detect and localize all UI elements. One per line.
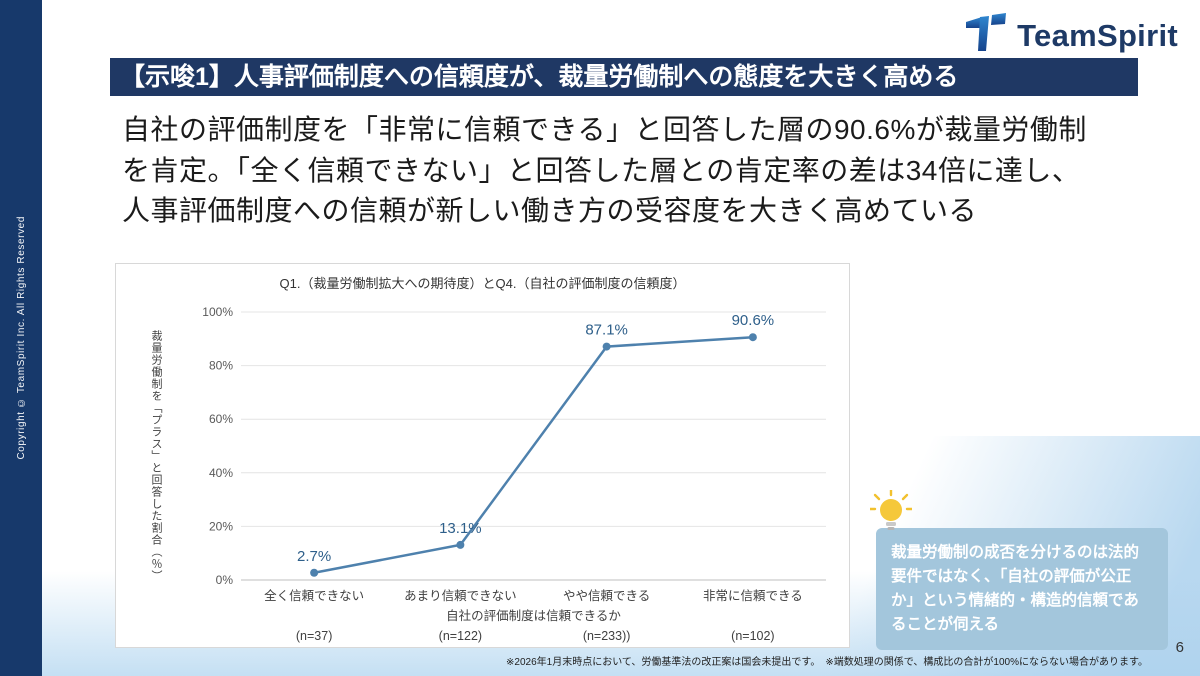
slide-body-text: 自社の評価制度を「非常に信頼できる」と回答した層の90.6%が裁量労働制 を肯定…	[122, 110, 1087, 232]
svg-text:(n=102): (n=102)	[731, 629, 774, 643]
teamspirit-logo-text: TeamSpirit	[1017, 17, 1178, 53]
slide-title: 【示唆1】人事評価制度への信頼度が、裁量労働制への態度を大きく高める	[110, 58, 1138, 96]
body-line-2: を肯定。「全く信頼できない」と回答した層との肯定率の差は34倍に達し、	[122, 154, 1081, 186]
body-line-3: 人事評価制度への信頼が新しい働き方の受容度を大きく高めている	[122, 195, 978, 227]
copyright-text: Copyright © TeamSpirit Inc. All Rights R…	[15, 216, 27, 460]
svg-text:(n=122): (n=122)	[439, 629, 482, 643]
svg-text:90.6%: 90.6%	[732, 312, 775, 329]
trust-line-chart-panel: Q1.（裁量労働制拡大への期待度）とQ4.（自社の評価制度の信頼度） 裁量労働制…	[115, 263, 850, 648]
copyright-sidebar: Copyright © TeamSpirit Inc. All Rights R…	[0, 0, 42, 676]
footnote: ※2026年1月末時点において、労働基準法の改正案は国会未提出です。 ※端数処理…	[506, 657, 1148, 668]
svg-text:あまり信頼できない: あまり信頼できない	[404, 589, 517, 603]
page-number: 6	[1175, 639, 1184, 656]
svg-text:2.7%: 2.7%	[297, 548, 331, 565]
svg-text:13.1%: 13.1%	[439, 520, 482, 537]
svg-text:やや信頼できる: やや信頼できる	[563, 589, 650, 603]
chart-y-axis-label: 裁量労働制を「プラス」と回答した割合（％）	[150, 330, 162, 582]
insight-callout: 裁量労働制の成否を分けるのは法的要件ではなく、「自社の評価が公正か」という情緒的…	[876, 528, 1168, 651]
svg-text:自社の評価制度は信頼できるか: 自社の評価制度は信頼できるか	[446, 608, 621, 623]
svg-text:0%: 0%	[216, 573, 234, 587]
svg-text:(n=37): (n=37)	[296, 629, 332, 643]
svg-text:80%: 80%	[209, 359, 233, 373]
teamspirit-logo-icon	[963, 13, 1009, 58]
svg-text:60%: 60%	[209, 412, 233, 426]
body-line-1: 自社の評価制度を「非常に信頼できる」と回答した層の90.6%が裁量労働制	[122, 114, 1087, 145]
svg-text:(n=233)): (n=233))	[583, 629, 631, 643]
svg-text:40%: 40%	[209, 466, 233, 480]
svg-text:全く信頼できない: 全く信頼できない	[264, 588, 364, 603]
svg-text:100%: 100%	[202, 305, 233, 319]
teamspirit-logo: TeamSpirit	[963, 13, 1178, 58]
svg-text:20%: 20%	[209, 519, 233, 533]
chart-title: Q1.（裁量労働制拡大への期待度）とQ4.（自社の評価制度の信頼度）	[279, 276, 686, 291]
trust-line-chart: 0% 20% 40% 60% 80% 100% 2.7% 13.1% 87.1% 90.6% 全く信…	[202, 305, 826, 643]
svg-text:87.1%: 87.1%	[585, 322, 628, 339]
svg-text:非常に信頼できる: 非常に信頼できる	[703, 589, 803, 603]
lightbulb-icon	[868, 488, 914, 539]
